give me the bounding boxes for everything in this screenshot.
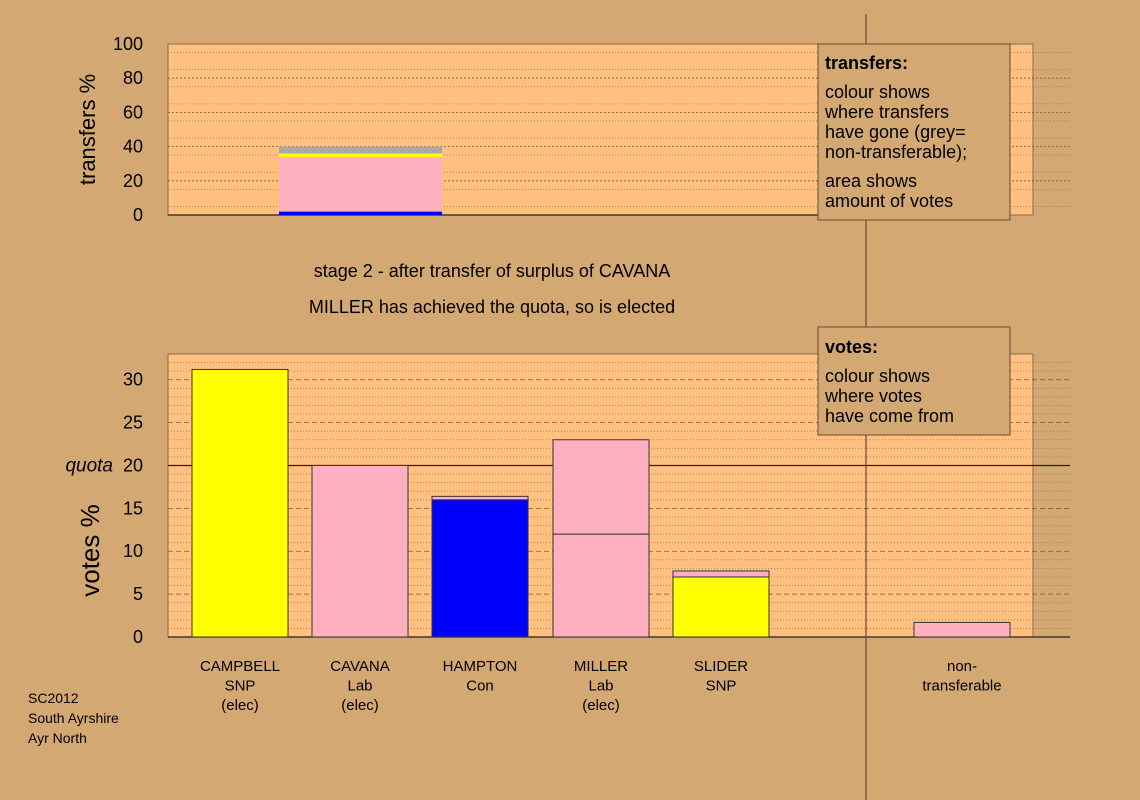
candidate-label: SNP bbox=[706, 678, 737, 695]
candidate-label: CAMPBELL bbox=[200, 658, 280, 675]
transfers-legend-line: non-transferable); bbox=[825, 142, 967, 162]
candidate-label: Con bbox=[466, 678, 494, 695]
votes-legend: votes: colour shows where votes have com… bbox=[817, 326, 1011, 436]
footer-line: Ayr North bbox=[28, 730, 87, 746]
transfers-legend-line: colour shows bbox=[825, 82, 930, 102]
candidate-label: (elec) bbox=[341, 697, 379, 714]
vote-bar-segment bbox=[311, 464, 409, 638]
candidate-label: Lab bbox=[588, 678, 613, 695]
candidate-label: SNP bbox=[225, 678, 256, 695]
votes-tick-label: 10 bbox=[123, 541, 143, 561]
transfer-segment-lab bbox=[279, 156, 442, 212]
transfer-segment-snp bbox=[279, 153, 442, 157]
candidate-label: non- bbox=[947, 658, 977, 675]
votes-legend-title: votes: bbox=[825, 337, 878, 357]
quota-label: quota bbox=[65, 455, 113, 476]
candidate-label: HAMPTON bbox=[443, 658, 518, 675]
transfers-legend-line: amount of votes bbox=[825, 191, 953, 211]
transfers-legend-title: transfers: bbox=[825, 53, 908, 73]
votes-y-axis-label: votes % bbox=[75, 504, 105, 597]
candidate-label: (elec) bbox=[221, 697, 259, 714]
transfers-tick-label: 80 bbox=[123, 68, 143, 88]
vote-bar-segment bbox=[913, 621, 1011, 638]
candidate-label: CAVANA bbox=[330, 658, 389, 675]
transfers-legend-box bbox=[817, 43, 1011, 221]
transfer-segment-con bbox=[279, 211, 442, 215]
transfers-legend: transfers: colour shows where transfers … bbox=[817, 43, 1011, 221]
transfers-tick-label: 60 bbox=[123, 102, 143, 122]
footer-line: South Ayrshire bbox=[28, 710, 119, 726]
transfers-tick-label: 40 bbox=[123, 137, 143, 157]
votes-legend-line: have come from bbox=[825, 406, 954, 426]
votes-tick-label: 20 bbox=[123, 455, 143, 475]
candidate-label: SLIDER bbox=[694, 658, 748, 675]
stage-caption: stage 2 - after transfer of surplus of C… bbox=[314, 261, 670, 281]
footer: SC2012 South Ayrshire Ayr North bbox=[28, 690, 119, 746]
candidate-label: transferable bbox=[922, 678, 1001, 695]
transfers-legend-line: where transfers bbox=[824, 102, 949, 122]
votes-legend-box bbox=[817, 326, 1011, 436]
candidate-label: (elec) bbox=[582, 697, 620, 714]
transfers-y-axis-label: transfers % bbox=[75, 74, 100, 185]
vote-bar-segment bbox=[672, 576, 770, 638]
transfers-tick-label: 20 bbox=[123, 171, 143, 191]
votes-tick-label: 5 bbox=[133, 584, 143, 604]
transfers-tick-label: 0 bbox=[133, 205, 143, 225]
votes-tick-label: 30 bbox=[123, 370, 143, 390]
vote-bar-segment bbox=[672, 570, 770, 578]
votes-tick-label: 25 bbox=[123, 413, 143, 433]
transfers-legend-line: area shows bbox=[825, 171, 917, 191]
candidate-label: Lab bbox=[347, 678, 372, 695]
vote-bar-segment bbox=[431, 495, 529, 501]
candidate-label: MILLER bbox=[574, 658, 628, 675]
votes-legend-line: where votes bbox=[824, 386, 922, 406]
vote-bar-segment bbox=[552, 439, 650, 535]
vote-bar-segment bbox=[191, 368, 289, 638]
votes-legend-line: colour shows bbox=[825, 366, 930, 386]
transfers-legend-line: have gone (grey= bbox=[825, 122, 966, 142]
votes-tick-label: 0 bbox=[133, 627, 143, 647]
footer-line: SC2012 bbox=[28, 690, 79, 706]
vote-bar-segment bbox=[431, 499, 529, 638]
transfers-tick-label: 100 bbox=[113, 34, 143, 54]
elected-caption: MILLER has achieved the quota, so is ele… bbox=[309, 297, 675, 317]
transfer-segment-nontransferable bbox=[279, 146, 442, 154]
votes-tick-label: 15 bbox=[123, 498, 143, 518]
vote-bar-segment bbox=[552, 533, 650, 638]
votes-chart: 0 5 10 15 20 25 30 quota votes % CAMPBELL SNP (elec… bbox=[65, 353, 1070, 714]
